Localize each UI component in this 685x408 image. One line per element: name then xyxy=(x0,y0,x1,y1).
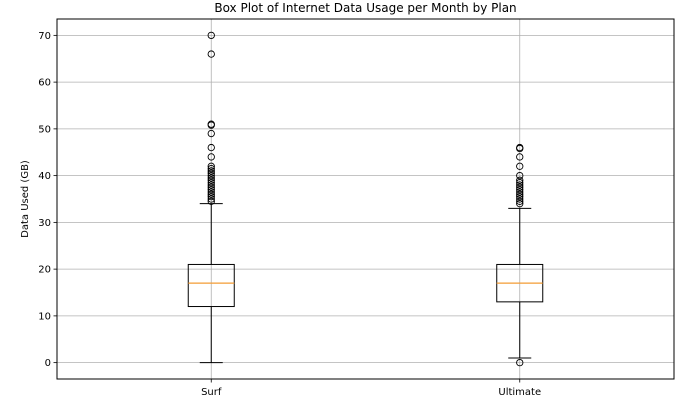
outlier-point xyxy=(207,181,215,189)
outlier-point xyxy=(207,188,215,196)
y-tick-label: 40 xyxy=(38,171,51,182)
outlier-point xyxy=(516,200,524,208)
outlier-point xyxy=(516,193,524,201)
outlier-point xyxy=(207,162,215,170)
y-tick-label: 10 xyxy=(38,311,51,322)
outlier-point xyxy=(207,190,215,198)
outlier-point xyxy=(207,178,215,187)
y-tick-label: 70 xyxy=(38,31,51,42)
outlier-point xyxy=(207,174,215,182)
outlier-point xyxy=(207,185,215,194)
outlier-point xyxy=(207,129,215,138)
y-tick-label: 50 xyxy=(38,124,51,135)
outlier-point xyxy=(207,193,215,201)
outlier-point xyxy=(516,190,524,198)
y-tick-label: 20 xyxy=(38,265,51,276)
outlier-point xyxy=(516,197,524,205)
outlier-point xyxy=(207,153,215,161)
outlier-point xyxy=(516,181,524,189)
x-tick-label: Ultimate xyxy=(498,387,541,398)
iqr-box xyxy=(187,263,235,308)
x-tick-label: Surf xyxy=(201,387,222,398)
y-tick-label: 30 xyxy=(38,218,51,229)
box-group xyxy=(187,31,235,364)
outlier-point xyxy=(516,153,524,161)
outlier-point xyxy=(516,183,524,191)
outlier-point xyxy=(516,162,524,170)
plot-area-frame xyxy=(56,18,675,380)
outlier-point xyxy=(516,143,524,152)
outlier-point xyxy=(207,120,215,128)
outlier-point xyxy=(207,143,215,152)
outlier-point xyxy=(516,188,524,196)
outlier-point xyxy=(207,183,215,191)
y-axis-label: Data Used (GB) xyxy=(20,160,31,238)
outlier-point xyxy=(207,167,215,175)
chart-title: Box Plot of Internet Data Usage per Mont… xyxy=(214,1,516,15)
outlier-point xyxy=(516,195,524,203)
outlier-point xyxy=(207,164,215,173)
box-plot-boxes xyxy=(187,31,544,367)
outlier-point xyxy=(516,171,524,180)
y-tick-label: 0 xyxy=(45,358,51,369)
outlier-point xyxy=(207,171,215,180)
outlier-point xyxy=(207,197,215,205)
outlier-point xyxy=(207,176,215,184)
outlier-point xyxy=(516,178,524,187)
outlier-point xyxy=(207,31,215,40)
y-tick-label: 60 xyxy=(38,78,51,89)
y-axis-ticks: 0 10 20 30 40 50 60 70 xyxy=(38,31,57,369)
outlier-point xyxy=(207,50,215,58)
outlier-point xyxy=(516,176,524,184)
x-axis-ticks: Surf Ultimate xyxy=(201,379,541,398)
outlier-point xyxy=(207,195,215,203)
outlier-point xyxy=(516,358,524,367)
outlier-point xyxy=(516,185,524,194)
grid-lines xyxy=(57,19,674,379)
box-group xyxy=(496,143,544,367)
outlier-point xyxy=(207,169,215,177)
